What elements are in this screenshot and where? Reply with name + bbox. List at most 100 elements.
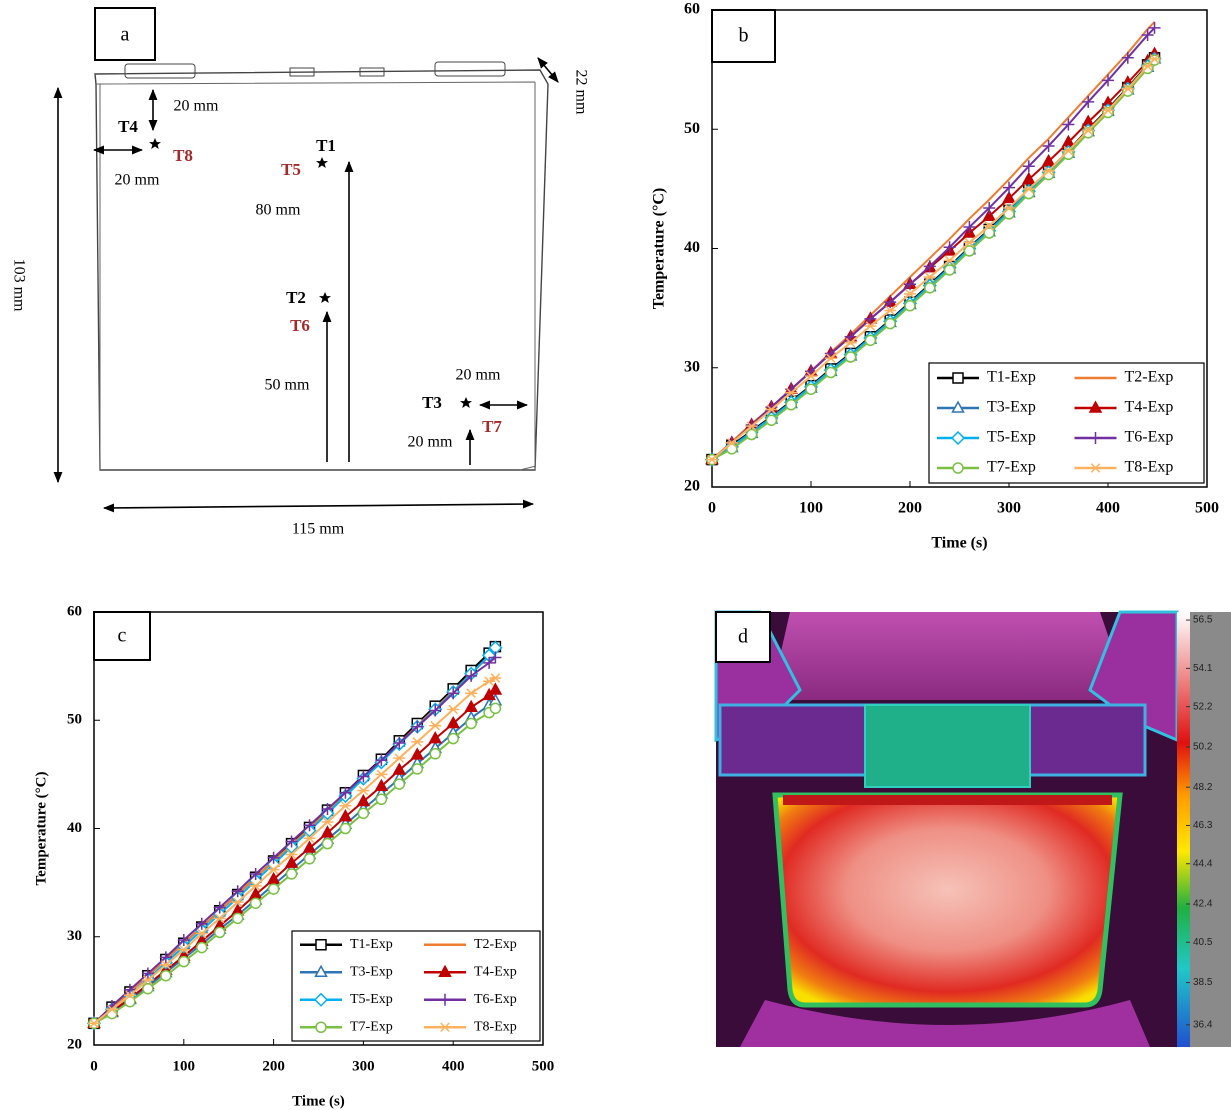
legend-marker (952, 462, 964, 474)
data-point (231, 912, 244, 925)
legend-marker (439, 993, 451, 1006)
image-region (864, 704, 1031, 788)
legend-label: T1-Exp (350, 937, 393, 952)
legend-marker (315, 1021, 327, 1033)
data-point (196, 941, 208, 954)
data-point (904, 278, 916, 291)
data-point (1003, 203, 1015, 213)
data-point (785, 388, 798, 398)
data-point (375, 793, 388, 806)
terminal (434, 61, 506, 77)
data-point (1102, 74, 1114, 87)
sensor-stars (149, 138, 472, 408)
panel-label: c (118, 625, 127, 647)
dimension-label: 20 mm (115, 172, 160, 189)
legend-label: T6-Exp (1125, 429, 1174, 446)
dimension-label: 50 mm (265, 377, 310, 394)
data-point (465, 669, 478, 682)
data-point (213, 913, 226, 924)
x-tick-label: 100 (799, 500, 823, 517)
vent (359, 67, 385, 77)
data-point (1148, 54, 1161, 64)
legend-label: T5-Exp (987, 429, 1036, 446)
data-point (142, 982, 154, 995)
data-point (943, 264, 956, 276)
colorbar-tick-label: 56.5 (1193, 615, 1213, 626)
data-point (321, 803, 334, 816)
y-axis-title: Temperature (°C) (651, 188, 668, 309)
data-point (1148, 21, 1161, 34)
data-point (864, 334, 877, 347)
data-point (428, 731, 443, 744)
dimension-arrow (102, 499, 535, 513)
data-point (1022, 160, 1035, 173)
data-point (447, 704, 460, 715)
y-axis-title: Temperature (°C) (33, 772, 49, 886)
colorbar-tick-label: 40.5 (1193, 937, 1213, 948)
thermal-image (714, 610, 1231, 1047)
data-point (1082, 125, 1095, 136)
data-point (285, 868, 298, 880)
data-point (411, 763, 424, 775)
data-point (1003, 181, 1015, 194)
legend-box (928, 362, 1205, 484)
data-point (924, 282, 936, 294)
data-point (177, 933, 190, 946)
data-point (123, 990, 136, 1000)
data-point (904, 289, 916, 299)
data-point (446, 715, 460, 729)
data-point (302, 840, 317, 853)
data-point (489, 673, 502, 683)
data-point (884, 305, 897, 316)
data-point (339, 800, 352, 811)
data-point (745, 428, 758, 441)
vent (289, 67, 315, 77)
panel-label-box (711, 9, 776, 63)
colorbar-tick-label: 46.3 (1193, 820, 1213, 831)
x-tick-label: 400 (1096, 500, 1120, 517)
legend-label: T6-Exp (474, 992, 517, 1007)
image-region (740, 1000, 1150, 1047)
colorbar-tick-label: 50.2 (1193, 742, 1213, 753)
y-tick-label: 20 (67, 1036, 82, 1052)
data-point (178, 955, 190, 968)
y-tick-label: 40 (684, 239, 700, 256)
data-point (765, 404, 778, 415)
legend-label: T1-Exp (987, 369, 1036, 386)
data-point (321, 837, 334, 850)
dimension-label: 22 mm (572, 70, 589, 115)
colorbar-tick-label: 42.4 (1193, 899, 1213, 910)
data-point (321, 817, 334, 827)
data-point (864, 312, 877, 325)
data-point (160, 969, 172, 982)
panel-label-box (94, 7, 156, 61)
data-point (963, 221, 976, 234)
data-point (356, 793, 371, 807)
data-point (339, 786, 352, 799)
colorbar-tick-label: 48.2 (1193, 782, 1213, 793)
dimension-arrow (537, 57, 559, 83)
data-point (963, 245, 976, 257)
data-point (213, 926, 226, 939)
legend-marker (439, 1022, 451, 1033)
panel-label-box (715, 611, 771, 663)
legend-label: T7-Exp (987, 459, 1036, 476)
x-tick-label: 500 (1195, 500, 1219, 517)
legend-marker (1088, 400, 1103, 413)
legend-marker (952, 372, 964, 384)
data-point (844, 337, 857, 348)
data-point (267, 864, 280, 875)
legend-label: T7-Exp (350, 1019, 393, 1034)
data-point (375, 754, 388, 767)
dimension-label: 20 mm (456, 367, 501, 384)
data-point (483, 656, 496, 669)
battery-diagram: a T1 T2 T3 T4 T5 T6 T7 T8 20 mm (10, 7, 589, 538)
sensor-label: T1 (316, 136, 336, 155)
data-point (303, 853, 316, 865)
data-point (465, 688, 478, 698)
data-point (429, 704, 442, 717)
sensor-label: T4 (118, 117, 138, 136)
battery-edges (95, 81, 537, 471)
panel-label: d (738, 626, 748, 648)
x-tick-label: 400 (442, 1058, 465, 1074)
